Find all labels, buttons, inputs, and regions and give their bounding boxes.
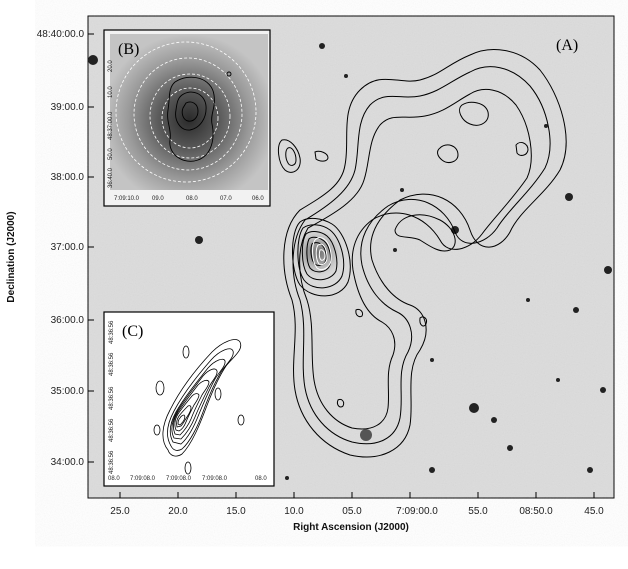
panel-b-y-tick: 10.0 bbox=[108, 86, 114, 98]
panel-c-x-tick: 08.0 bbox=[255, 476, 267, 482]
panel-b-y-tick: 36:40.0 bbox=[108, 167, 114, 188]
panel-b: (B) 7:09:10.0 09.0 08.0 07.0 06.0 20.0 1… bbox=[103, 29, 271, 207]
panel-c: (C) 08.0 7:09:08.0 7:09:08.0 7:09:08.0 0… bbox=[103, 311, 275, 487]
main-tick-marks bbox=[88, 33, 595, 498]
panel-c-y-tick: 48:36:56 bbox=[109, 418, 115, 442]
x-tick-label: 10.0 bbox=[284, 506, 304, 517]
y-tick-labels: 48:40:00.0 39:00.0 38:00.0 37:00.0 36:00… bbox=[37, 29, 85, 468]
panel-b-y-tick: 50.0 bbox=[108, 148, 114, 160]
panel-b-x-tick: 09.0 bbox=[152, 196, 164, 202]
panel-c-y-tick: 48:36:56 bbox=[109, 386, 115, 410]
y-axis-label: Declination (J2000) bbox=[6, 211, 17, 302]
panel-b-x-tick: 08.0 bbox=[186, 196, 198, 202]
panel-b-x-tick: 07.0 bbox=[220, 196, 232, 202]
x-tick-label: 08:50.0 bbox=[519, 506, 553, 517]
panel-c-x-tick: 08.0 bbox=[108, 476, 120, 482]
panel-c-x-tick: 7:09:08.0 bbox=[202, 476, 228, 482]
radio-contours bbox=[277, 49, 567, 458]
y-tick-label: 36:00.0 bbox=[51, 315, 85, 326]
panel-c-y-tick: 48:36:56 bbox=[109, 320, 115, 344]
x-tick-labels: 25.0 20.0 15.0 10.0 05.0 7:09:00.0 55.0 … bbox=[110, 506, 604, 517]
x-tick-label: 20.0 bbox=[168, 506, 188, 517]
panel-c-contours bbox=[153, 339, 245, 475]
panel-b-y-tick: 48:37:00.0 bbox=[108, 111, 114, 140]
panel-b-x-tick: 7:09:10.0 bbox=[114, 196, 140, 202]
panel-b-y-ticks: 20.0 10.0 48:37:00.0 50.0 36:40.0 bbox=[108, 60, 114, 188]
x-tick-label: 15.0 bbox=[226, 506, 246, 517]
y-tick-label: 35:00.0 bbox=[51, 386, 85, 397]
panel-a-label: (A) bbox=[556, 37, 578, 54]
panel-c-y-tick: 48:36:56 bbox=[109, 352, 115, 376]
panel-b-y-tick: 20.0 bbox=[108, 60, 114, 72]
panel-b-x-tick: 06.0 bbox=[252, 196, 264, 202]
core-contours bbox=[312, 237, 332, 271]
x-tick-label: 25.0 bbox=[110, 506, 130, 517]
x-tick-label: 05.0 bbox=[342, 506, 362, 517]
y-tick-label: 39:00.0 bbox=[51, 102, 85, 113]
y-tick-label: 48:40:00.0 bbox=[37, 29, 85, 40]
x-axis-label: Right Ascension (J2000) bbox=[293, 522, 409, 533]
panel-b-white-contours bbox=[115, 41, 257, 183]
panel-c-label: (C) bbox=[122, 323, 143, 340]
y-tick-label: 37:00.0 bbox=[51, 242, 85, 253]
panel-b-x-ticks: 7:09:10.0 09.0 08.0 07.0 06.0 bbox=[114, 196, 264, 202]
y-tick-label: 38:00.0 bbox=[51, 172, 85, 183]
panel-c-y-tick: 48:36:56 bbox=[109, 450, 115, 474]
x-tick-label: 45.0 bbox=[584, 506, 604, 517]
panel-b-label: (B) bbox=[118, 41, 139, 58]
galaxy-optical bbox=[290, 227, 346, 279]
y-tick-label: 34:00.0 bbox=[51, 457, 85, 468]
panel-c-x-ticks: 08.0 7:09:08.0 7:09:08.0 7:09:08.0 08.0 bbox=[108, 476, 267, 482]
x-tick-label: 7:09:00.0 bbox=[396, 506, 438, 517]
panel-c-x-tick: 7:09:08.0 bbox=[130, 476, 156, 482]
panel-c-y-ticks: 48:36:56 48:36:56 48:36:56 48:36:56 48:3… bbox=[109, 320, 115, 474]
panel-b-black-contours bbox=[167, 71, 232, 162]
x-tick-label: 55.0 bbox=[468, 506, 488, 517]
panel-c-x-tick: 7:09:08.0 bbox=[166, 476, 192, 482]
